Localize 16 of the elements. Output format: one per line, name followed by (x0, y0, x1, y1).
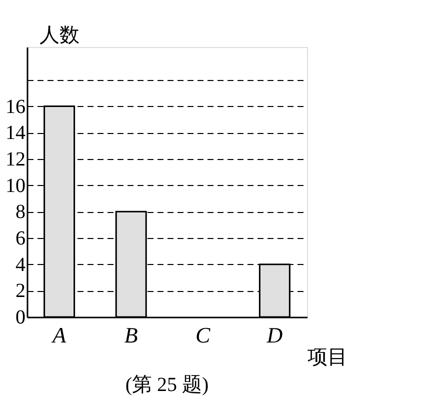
x-tick-label: D (266, 322, 283, 348)
x-tick-label: A (50, 322, 67, 348)
y-axis-title: 人数 (40, 24, 80, 46)
y-tick-label: 8 (16, 201, 26, 224)
y-tick-label: 10 (6, 174, 26, 197)
x-axis-title: 项目 (308, 346, 348, 368)
y-tick-label: 14 (6, 122, 26, 144)
y-tick-label: 6 (16, 227, 26, 250)
y-tick-label: 4 (16, 254, 26, 276)
y-tick-label: 0 (16, 306, 26, 328)
x-tick-label: B (124, 322, 138, 348)
y-tick-label: 12 (6, 148, 26, 170)
text: (第 25 题) (125, 374, 209, 396)
y-tick-label: 16 (6, 96, 26, 118)
x-tick-label: C (196, 322, 211, 348)
y-tick-label: 2 (16, 280, 26, 302)
